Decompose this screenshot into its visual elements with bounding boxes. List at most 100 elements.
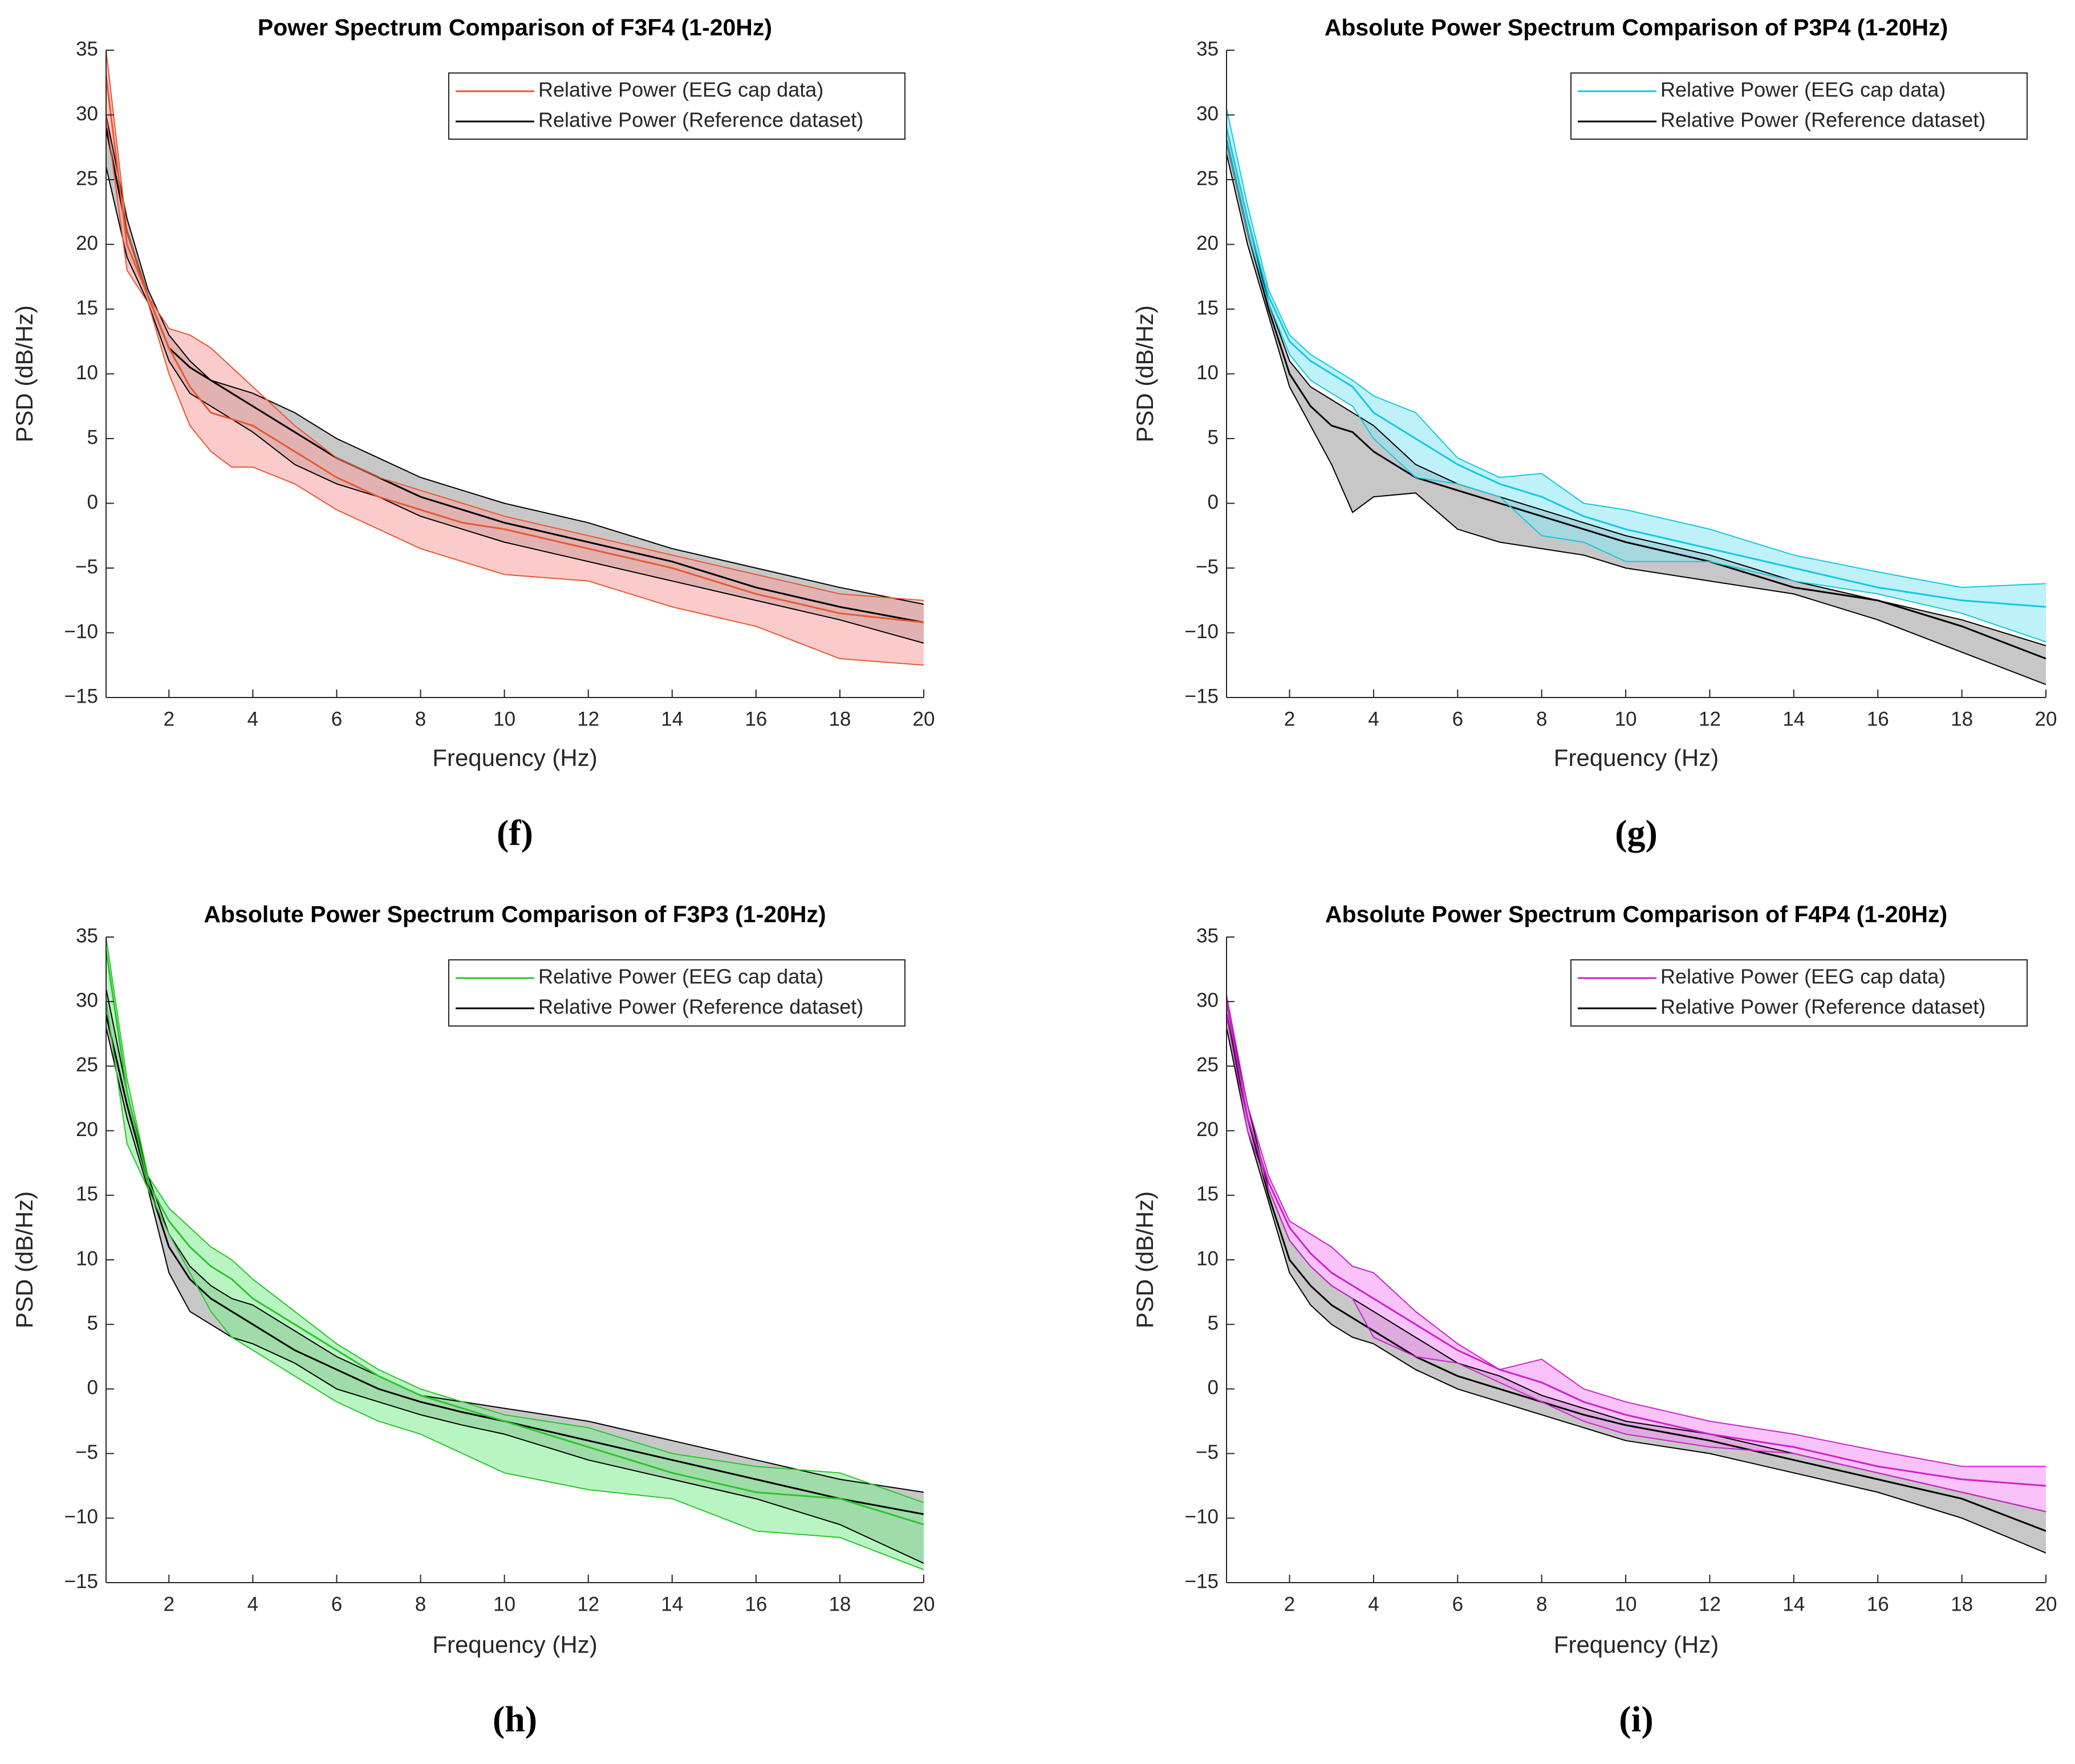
x-tick-label: 20: [2035, 708, 2057, 730]
confidence-band: [106, 50, 924, 666]
x-tick-label: 16: [1867, 1593, 1889, 1615]
mean-line: [1227, 1014, 2046, 1532]
x-tick-label: 6: [1452, 708, 1463, 730]
y-tick-label: 5: [1208, 1312, 1219, 1334]
x-tick-label: 20: [913, 1593, 935, 1615]
x-tick-label: 10: [493, 708, 515, 730]
x-tick-label: 2: [164, 1593, 174, 1615]
x-tick-label: 10: [493, 1593, 515, 1615]
x-tick-label: 8: [1536, 708, 1547, 730]
legend-box: [1570, 72, 2028, 140]
y-tick-label: −15: [1185, 685, 1219, 707]
y-tick-label: 20: [1196, 1118, 1219, 1141]
chart-panel: Absolute Power Spectrum Comparison of F3…: [11, 901, 935, 1739]
y-tick-label: 10: [76, 362, 98, 384]
y-tick-label: 20: [76, 232, 98, 254]
x-tick-label: 18: [1951, 708, 1973, 730]
band-edge: [1227, 1014, 2046, 1512]
x-tick-label: 20: [913, 708, 935, 730]
chart-title: Absolute Power Spectrum Comparison of F4…: [1325, 901, 1947, 927]
x-tick-label: 16: [745, 708, 767, 730]
legend-label: Relative Power (Reference dataset): [1660, 995, 1985, 1019]
x-tick-label: 8: [415, 708, 426, 730]
x-tick-label: 8: [1536, 1593, 1547, 1615]
y-tick-label: 25: [1196, 167, 1219, 189]
y-tick-label: −5: [1196, 555, 1219, 578]
y-tick-label: −10: [64, 621, 98, 643]
y-tick-label: −15: [64, 685, 98, 707]
x-tick-label: 14: [661, 708, 683, 730]
y-tick-label: 30: [1196, 103, 1219, 125]
legend: Relative Power (EEG cap data) Relative Po…: [1570, 72, 2028, 140]
y-axis-label: PSD (dB/Hz): [1131, 1191, 1158, 1328]
mean-line: [106, 1014, 924, 1515]
x-tick-label: 14: [1782, 1593, 1805, 1615]
y-tick-label: 35: [76, 38, 98, 60]
band-edge: [106, 1027, 924, 1564]
x-axis-label: Frequency (Hz): [432, 744, 597, 771]
chart-title: Absolute Power Spectrum Comparison of P3…: [1325, 14, 1948, 40]
y-tick-label: 15: [1196, 1183, 1219, 1205]
y-tick-label: 5: [87, 426, 98, 448]
plot-area: [106, 50, 924, 666]
y-tick-label: 35: [76, 924, 98, 947]
chart-panel: Absolute Power Spectrum Comparison of F4…: [1131, 901, 2057, 1739]
y-axis-label: PSD (dB/Hz): [11, 305, 38, 442]
x-tick-label: 4: [1368, 708, 1379, 730]
x-tick-label: 6: [331, 708, 342, 730]
y-tick-label: −10: [1185, 1506, 1219, 1528]
y-tick-label: 25: [1196, 1054, 1219, 1076]
x-tick-label: 10: [1615, 1593, 1637, 1615]
legend-label: Relative Power (EEG cap data): [1660, 965, 1946, 988]
confidence-band: [1227, 1001, 2046, 1553]
legend-box: [1570, 959, 2028, 1027]
mean-line: [1227, 127, 2046, 608]
band-edge: [1227, 1027, 2046, 1554]
x-tick-label: 16: [745, 1593, 767, 1615]
legend: Relative Power (EEG cap data) Relative Po…: [448, 72, 905, 140]
y-tick-label: 15: [76, 1183, 98, 1205]
y-tick-label: 15: [1196, 297, 1219, 319]
x-tick-label: 2: [1284, 1593, 1295, 1615]
x-tick-label: 20: [2035, 1593, 2057, 1615]
y-tick-label: 0: [87, 491, 98, 513]
legend-box: [448, 959, 905, 1027]
x-tick-label: 14: [1782, 708, 1805, 730]
x-tick-label: 16: [1867, 708, 1889, 730]
chart-title: Absolute Power Spectrum Comparison of F3…: [204, 901, 826, 927]
x-tick-label: 10: [1615, 708, 1637, 730]
legend-label: Relative Power (EEG cap data): [1660, 78, 1946, 102]
confidence-band: [1227, 128, 2046, 685]
legend-label: Relative Power (EEG cap data): [538, 965, 823, 988]
chart-panel: Absolute Power Spectrum Comparison of P3…: [1131, 14, 2057, 853]
x-tick-label: 12: [577, 1593, 599, 1615]
y-tick-label: 0: [87, 1377, 98, 1399]
y-tick-label: −15: [1185, 1570, 1219, 1592]
x-axis-label: Frequency (Hz): [432, 1631, 597, 1658]
y-tick-label: 20: [76, 1118, 98, 1141]
y-tick-label: 30: [76, 103, 98, 125]
chart-title: Power Spectrum Comparison of F3F4 (1-20H…: [258, 14, 772, 40]
legend-label: Relative Power (Reference dataset): [538, 108, 863, 132]
caption: (f): [497, 813, 533, 853]
mean-line: [106, 950, 924, 1526]
y-tick-label: 25: [76, 1054, 98, 1076]
x-tick-label: 12: [577, 708, 599, 730]
y-tick-label: 35: [1196, 924, 1219, 947]
plot-area: [1227, 995, 2046, 1554]
x-tick-label: 8: [415, 1593, 426, 1615]
y-tick-label: −10: [1185, 621, 1219, 643]
plot-area: [106, 937, 924, 1571]
y-tick-label: −5: [1196, 1441, 1219, 1463]
y-tick-label: 25: [76, 167, 98, 189]
caption: (i): [1619, 1699, 1653, 1739]
confidence-band: [1227, 108, 2046, 642]
y-tick-label: −15: [64, 1570, 98, 1592]
y-tick-label: −5: [75, 1441, 98, 1463]
x-tick-label: 18: [829, 1593, 851, 1615]
y-tick-label: −5: [75, 555, 98, 578]
band-edge: [1227, 995, 2046, 1467]
y-tick-label: 0: [1208, 1377, 1219, 1399]
